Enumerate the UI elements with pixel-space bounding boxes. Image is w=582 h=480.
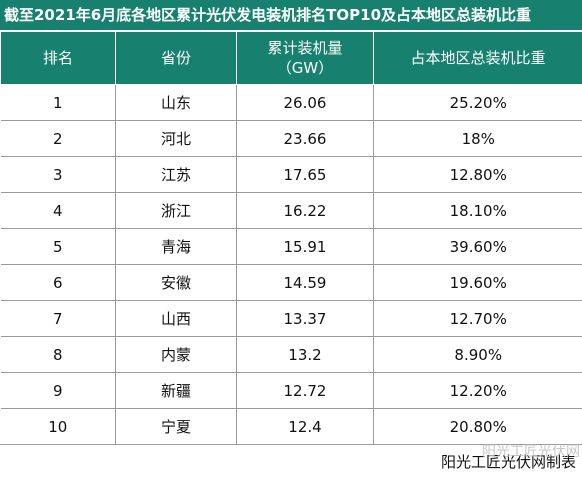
cell-rank: 10 xyxy=(1,409,116,445)
table-footer: 阳光工匠光伏网制表 阳光工匠光伏网 xyxy=(0,444,582,480)
cell-capacity: 14.59 xyxy=(237,265,374,301)
cell-rank: 3 xyxy=(1,157,116,193)
cell-share: 18.10% xyxy=(374,193,582,229)
cell-capacity: 17.65 xyxy=(237,157,374,193)
cell-province: 山西 xyxy=(116,301,237,337)
cell-rank: 4 xyxy=(1,193,116,229)
header-capacity-text: 累计装机量 （GW） xyxy=(267,39,342,77)
cell-province: 河北 xyxy=(116,121,237,157)
cell-rank: 7 xyxy=(1,301,116,337)
table-title: 截至2021年6月底各地区累计光伏发电装机排名TOP10及占本地区总装机比重 xyxy=(0,0,582,31)
cell-share: 20.80% xyxy=(374,409,582,445)
cell-province: 山东 xyxy=(116,85,237,121)
header-rank: 排名 xyxy=(1,32,116,85)
cell-share: 18% xyxy=(374,121,582,157)
cell-rank: 8 xyxy=(1,337,116,373)
cell-rank: 5 xyxy=(1,229,116,265)
cell-share: 25.20% xyxy=(374,85,582,121)
cell-province: 内蒙 xyxy=(116,337,237,373)
cell-rank: 9 xyxy=(1,373,116,409)
header-share: 占本地区总装机比重 xyxy=(374,32,582,85)
cell-capacity: 13.37 xyxy=(237,301,374,337)
cell-province: 青海 xyxy=(116,229,237,265)
cell-capacity: 13.2 xyxy=(237,337,374,373)
table-header-row: 排名 省份 累计装机量 （GW） 占本地区总装机比重 xyxy=(1,32,582,85)
cell-province: 浙江 xyxy=(116,193,237,229)
cell-share: 12.70% xyxy=(374,301,582,337)
cell-share: 19.60% xyxy=(374,265,582,301)
cell-capacity: 12.4 xyxy=(237,409,374,445)
header-province: 省份 xyxy=(116,32,237,85)
cell-province: 宁夏 xyxy=(116,409,237,445)
cell-province: 江苏 xyxy=(116,157,237,193)
cell-share: 12.20% xyxy=(374,373,582,409)
cell-rank: 2 xyxy=(1,121,116,157)
cell-share: 12.80% xyxy=(374,157,582,193)
cell-capacity: 16.22 xyxy=(237,193,374,229)
cell-province: 新疆 xyxy=(116,373,237,409)
cell-share: 39.60% xyxy=(374,229,582,265)
cell-capacity: 12.72 xyxy=(237,373,374,409)
cell-capacity: 15.91 xyxy=(237,229,374,265)
cell-capacity: 23.66 xyxy=(237,121,374,157)
watermark: 阳光工匠光伏网 xyxy=(482,441,580,461)
cell-rank: 6 xyxy=(1,265,116,301)
cell-province: 安徽 xyxy=(116,265,237,301)
cell-rank: 1 xyxy=(1,85,116,121)
cell-capacity: 26.06 xyxy=(237,85,374,121)
cell-share: 8.90% xyxy=(374,337,582,373)
header-capacity: 累计装机量 （GW） xyxy=(237,32,374,85)
